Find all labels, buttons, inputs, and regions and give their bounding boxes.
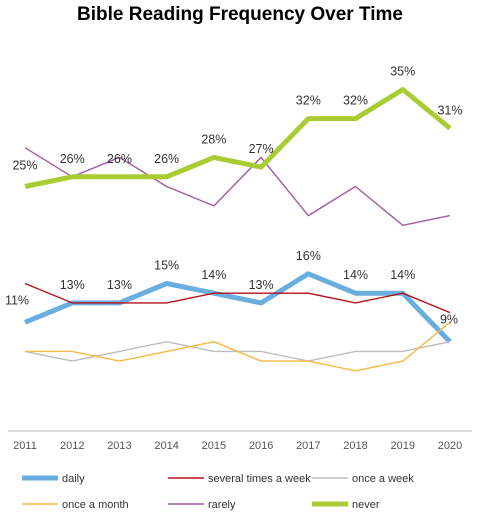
x-tick-label: 2014 [154, 440, 178, 452]
data-label-never: 31% [437, 103, 462, 117]
data-label-daily: 16% [296, 249, 321, 263]
data-label-never: 26% [60, 152, 85, 166]
data-label-daily: 13% [60, 278, 85, 292]
legend-label-once-a-month: once a month [62, 499, 129, 511]
data-label-daily: 13% [249, 278, 274, 292]
series-line-never [24, 87, 452, 189]
x-tick-label: 2013 [107, 440, 131, 452]
x-tick-label: 2016 [249, 440, 273, 452]
data-label-never: 32% [296, 94, 321, 108]
chart-title: Bible Reading Frequency Over Time [77, 4, 403, 25]
legend-label-never: never [352, 499, 380, 511]
data-label-never: 32% [343, 94, 368, 108]
series-line-daily [24, 271, 452, 344]
series-line-rarely [24, 147, 451, 227]
data-label-never: 25% [12, 159, 37, 173]
data-label-daily: 14% [343, 268, 368, 282]
data-label-never: 28% [201, 132, 226, 146]
series-line-once-a-month [25, 321, 451, 372]
data-label-daily: 13% [107, 278, 132, 292]
legend-label-rarely: rarely [208, 499, 236, 511]
data-label-daily: 15% [154, 259, 179, 273]
x-tick-label: 2017 [296, 440, 320, 452]
x-tick-label: 2019 [391, 440, 415, 452]
x-tick-label: 2012 [60, 440, 84, 452]
legend-label-daily: daily [62, 473, 85, 485]
x-tick-label: 2015 [202, 440, 226, 452]
x-tick-label: 2011 [13, 440, 37, 452]
data-label-never: 27% [249, 142, 274, 156]
x-tick-label: 2020 [438, 440, 462, 452]
data-label-never: 35% [390, 65, 415, 79]
data-label-daily: 9% [440, 313, 458, 327]
data-label-never: 26% [107, 152, 132, 166]
data-label-daily: 11% [5, 293, 29, 307]
legend-label-once-a-week: once a week [352, 473, 414, 485]
series-line-several-times-a-week [24, 282, 451, 314]
data-label-daily: 14% [201, 268, 226, 282]
data-label-daily: 14% [390, 268, 415, 282]
x-tick-label: 2018 [343, 440, 367, 452]
legend-label-several-times-a-week: several times a week [208, 473, 311, 485]
data-label-never: 26% [154, 152, 179, 166]
